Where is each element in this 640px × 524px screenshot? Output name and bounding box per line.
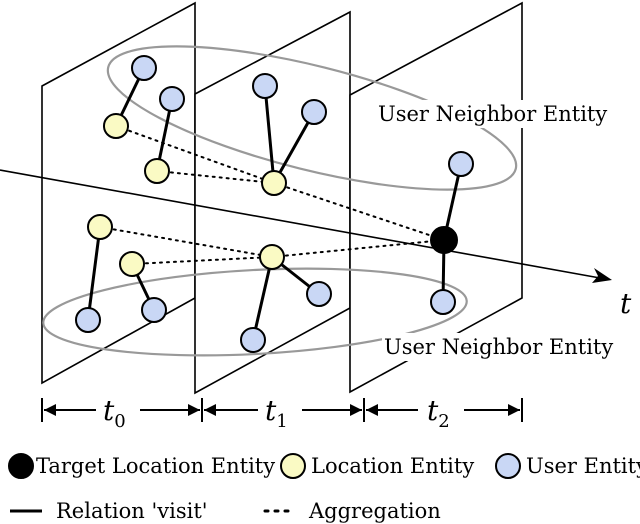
user-entity-node (448, 151, 474, 177)
timeline-label-t2: t2 (427, 394, 450, 432)
location-entity-node (144, 158, 170, 184)
location-entity-node (103, 113, 129, 139)
visit-edge (251, 255, 274, 342)
user-entity-node (131, 55, 157, 81)
target-location-node (430, 226, 458, 254)
label-backdrop (382, 333, 606, 361)
user-neighbor-ellipse-top (106, 45, 518, 191)
label-backdrop (376, 100, 598, 128)
timeline-arrowheads (44, 404, 520, 416)
legend-location-label: Location Entity (311, 454, 474, 478)
location-entity-node (261, 170, 287, 196)
user-entity-node (141, 297, 167, 323)
legend-target-label: Target Location Entity (36, 454, 275, 478)
user-neighbor-label-top: User Neighbor Entity (378, 102, 607, 126)
legend-user-label: User Entity (526, 454, 640, 478)
location-entity-node (119, 251, 145, 277)
aggregation-line (99, 226, 273, 258)
legend-location-swatch (280, 453, 306, 479)
time-axis-label: t (620, 287, 632, 320)
user-entity-node (240, 327, 266, 353)
plane-t0 (41, 1, 196, 385)
time-axis (0, 169, 601, 279)
user-neighbor-label-bottom: User Neighbor Entity (384, 335, 613, 359)
timeline-label-t0: t0 (103, 394, 126, 432)
user-entity-node (301, 99, 327, 125)
visit-edge (272, 110, 316, 185)
user-entity-node (75, 307, 101, 333)
aggregation-line (273, 182, 445, 241)
aggregation-line (271, 239, 445, 258)
timeline-label-t1: t1 (265, 394, 288, 432)
visit-edge (263, 84, 276, 185)
time-axis-arrowhead (592, 268, 612, 283)
user-entity-node (430, 289, 456, 315)
user-entity-node (306, 281, 332, 307)
location-entity-node (259, 244, 285, 270)
location-entity-node (87, 214, 113, 240)
aggregation-line (156, 170, 275, 184)
visit-edge (86, 225, 102, 322)
legend-target-swatch (8, 453, 34, 479)
legend-user-swatch (495, 453, 521, 479)
user-entity-node (159, 86, 185, 112)
aggregation-line (115, 125, 275, 184)
legend-aggregation-label: Aggregation (308, 499, 441, 523)
user-entity-node (252, 73, 278, 99)
user-neighbor-ellipse-bottom (42, 267, 468, 357)
aggregation-line (131, 256, 273, 265)
legend-relation-label: Relation 'visit' (56, 499, 208, 523)
